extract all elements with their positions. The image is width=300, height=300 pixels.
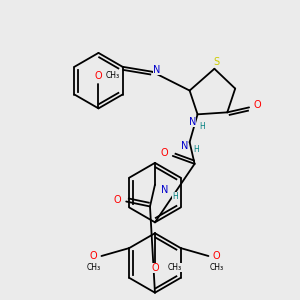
Text: CH₃: CH₃ [168, 263, 182, 272]
Text: N: N [189, 117, 196, 127]
Text: N: N [154, 65, 161, 75]
Text: O: O [90, 251, 98, 261]
Text: O: O [95, 71, 102, 81]
Text: O: O [151, 263, 159, 273]
Text: O: O [160, 148, 168, 158]
Text: H: H [172, 192, 178, 201]
Text: CH₃: CH₃ [105, 71, 119, 80]
Text: H: H [200, 122, 206, 131]
Text: O: O [113, 194, 121, 205]
Text: CH₃: CH₃ [209, 263, 224, 272]
Text: O: O [253, 100, 261, 110]
Text: S: S [213, 57, 219, 67]
Text: N: N [161, 184, 169, 195]
Text: H: H [194, 146, 200, 154]
Text: O: O [212, 251, 220, 261]
Text: CH₃: CH₃ [86, 263, 100, 272]
Text: N: N [181, 141, 188, 151]
